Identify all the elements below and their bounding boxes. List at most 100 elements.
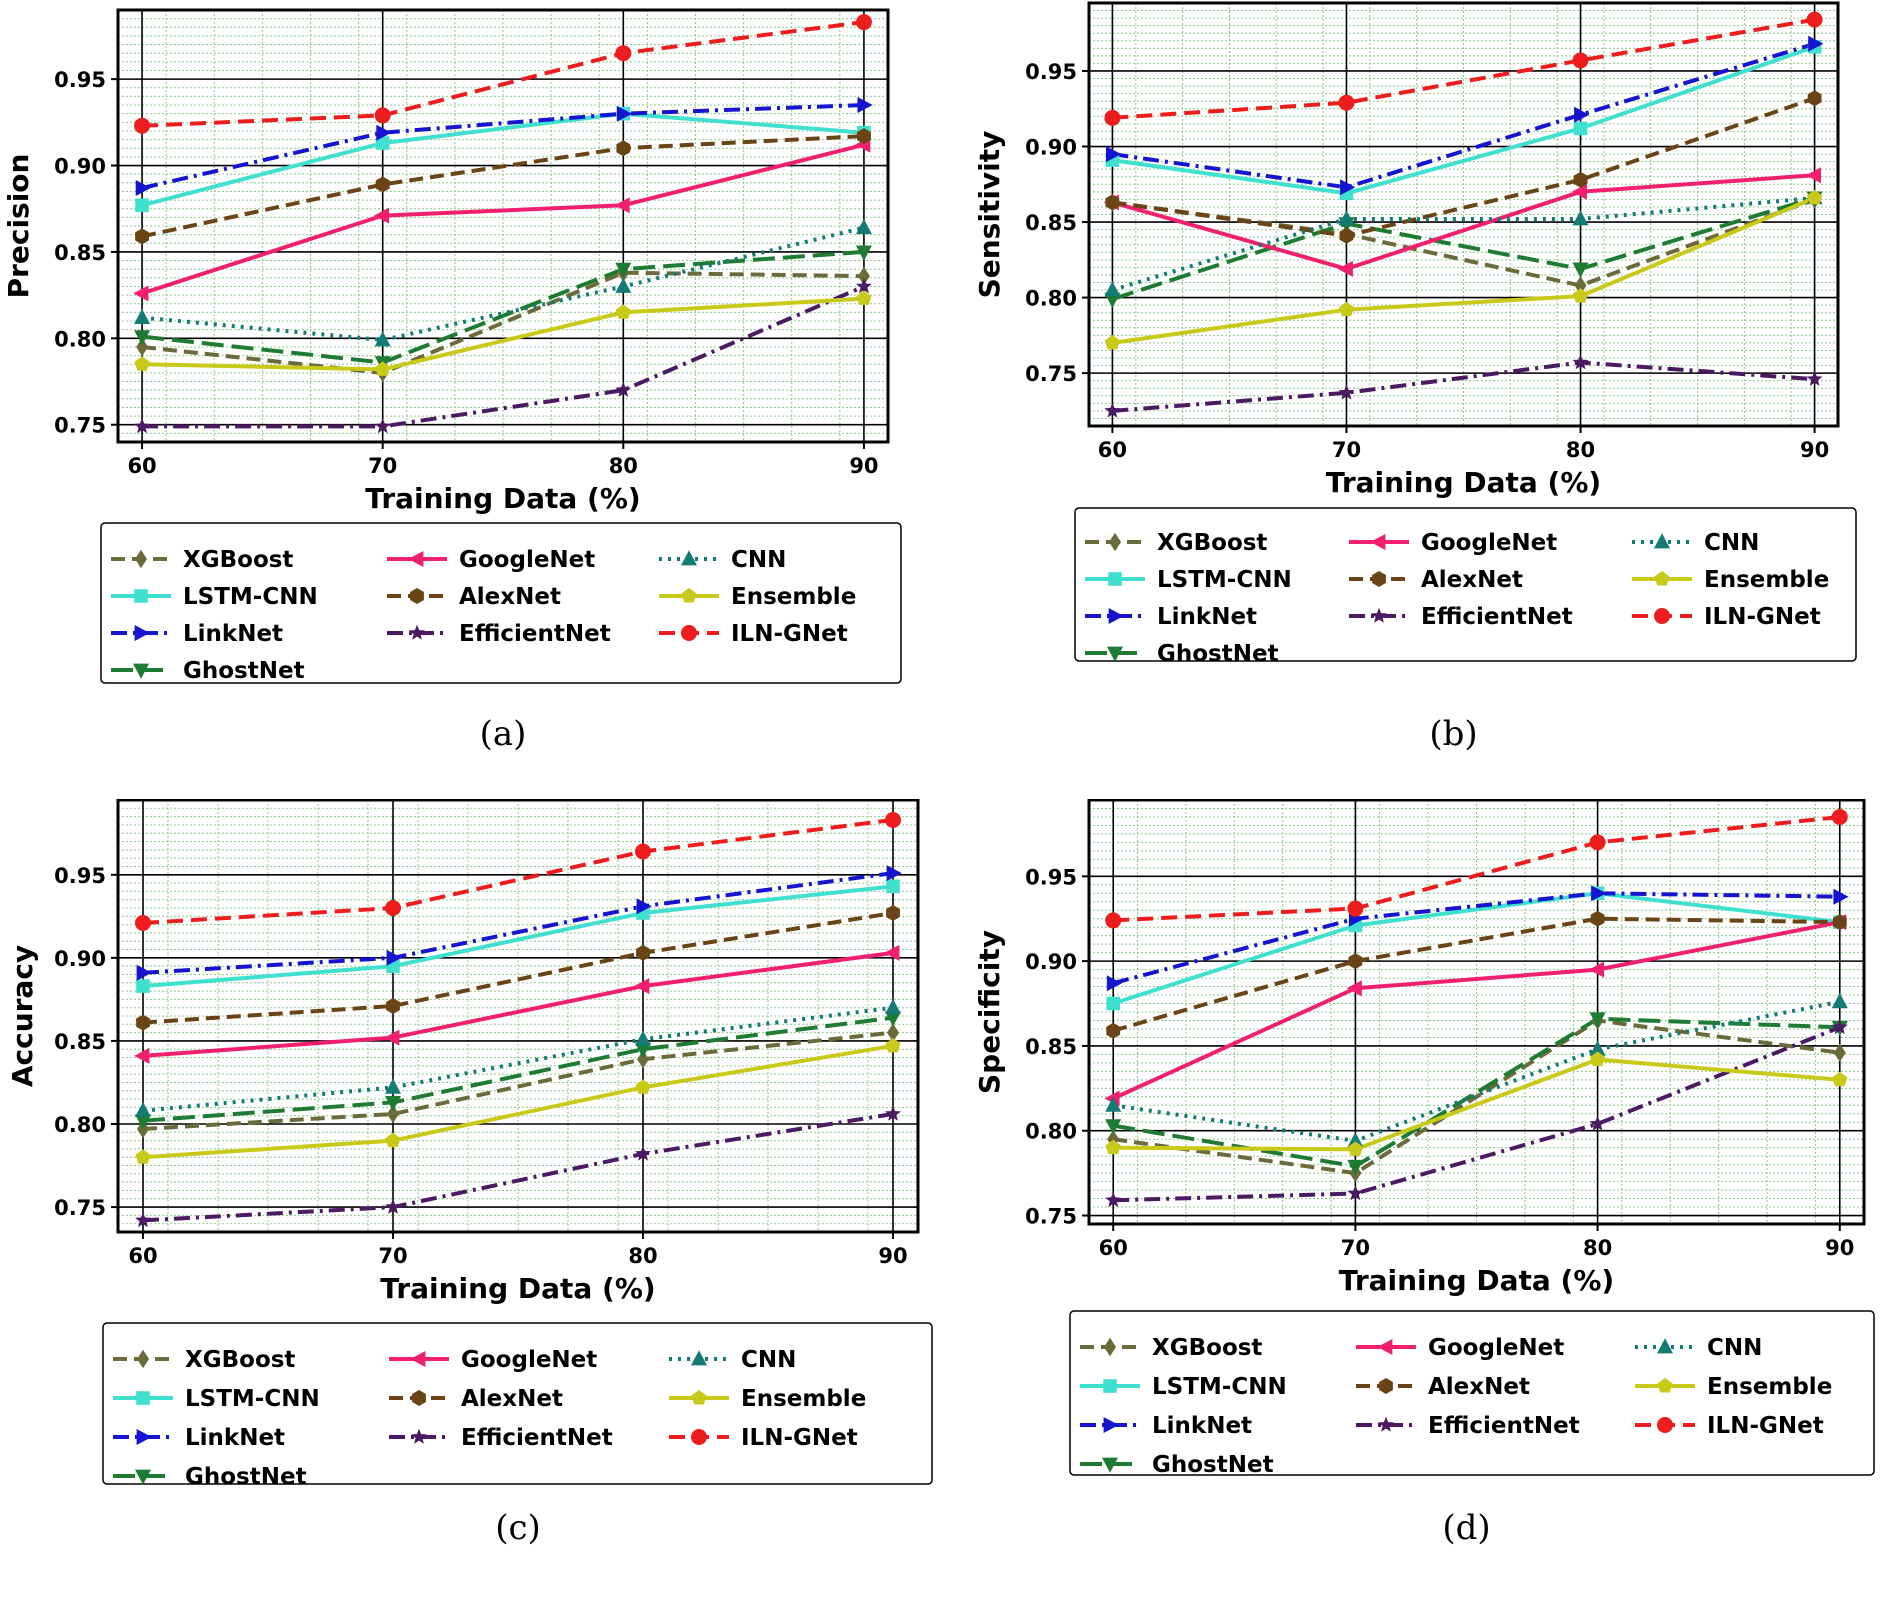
series-line-ensemble [1112, 196, 1816, 345]
data-point-efficientnet [635, 1145, 651, 1161]
legend-item-linknet: LinkNet [1085, 604, 1257, 630]
legend-label: XGBoost [1152, 1335, 1262, 1361]
data-point-ghostnet [1347, 1159, 1364, 1176]
legend-box [100, 522, 902, 684]
legend-item-alexnet: AlexNet [389, 1386, 563, 1412]
series-line-ghostnet [142, 1015, 894, 1123]
legend-item-alexnet: AlexNet [1349, 567, 1523, 593]
data-point-iln-gnet [1104, 109, 1121, 126]
data-point-cnn [385, 1078, 401, 1094]
subfigure-caption: (c) [495, 1508, 541, 1548]
plot-frame [116, 799, 920, 1234]
legend-label: ILN-GNet [731, 621, 848, 647]
data-point-alexnet [857, 128, 871, 145]
data-point-cnn [635, 1030, 651, 1046]
data-point-googlenet [614, 197, 630, 214]
plot-frame [1087, 799, 1866, 1226]
data-point-linknet [386, 949, 402, 966]
series-line-linknet [1112, 41, 1816, 190]
x-tick-label: 90 [1800, 438, 1829, 462]
data-point-alexnet [1106, 1022, 1121, 1039]
legend-marker-efficientnet [1371, 607, 1387, 623]
data-point-efficientnet [1806, 370, 1823, 386]
legend-label: LinkNet [1152, 1413, 1252, 1439]
data-point-ghostnet [635, 1042, 651, 1058]
series-line-ghostnet [1111, 195, 1816, 302]
y-tick-label: 0.85 [54, 1030, 106, 1054]
legend-item-lstm-cnn: LSTM-CNN [111, 584, 318, 610]
data-point-alexnet [1573, 171, 1588, 188]
legend-item-cnn: CNN [1635, 1335, 1762, 1361]
legend-marker-cnn [1657, 1338, 1673, 1354]
y-tick-label: 0.90 [1025, 950, 1077, 974]
series-line-googlenet [1111, 173, 1815, 271]
data-point-cnn [615, 277, 632, 293]
legend-marker-lstm-cnn [134, 589, 148, 603]
legend-marker-googlenet [410, 1351, 426, 1367]
y-axis-label: Accuracy [6, 945, 39, 1087]
data-point-ghostnet [1589, 1012, 1606, 1028]
data-point-alexnet [1590, 910, 1605, 927]
data-point-alexnet [636, 944, 650, 961]
legend-marker-alexnet [1372, 571, 1386, 587]
x-tick-label: 90 [878, 1244, 907, 1268]
data-point-efficientnet [615, 381, 632, 397]
data-point-iln-gnet [134, 117, 151, 134]
data-point-cnn [134, 308, 151, 324]
data-point-cnn [1104, 281, 1121, 297]
legend-marker-xgboost [1109, 532, 1121, 552]
y-axis-label: Specificity [973, 930, 1006, 1094]
x-tick-label: 60 [127, 454, 156, 478]
chart-svg-precision: 60 70 80 90 0.75 0.80 0.85 0.90 0.95 Training Dat… [2, 8, 902, 754]
legend-item-lstm-cnn: LSTM-CNN [113, 1386, 320, 1412]
data-point-ensemble [1572, 288, 1589, 303]
data-point-ensemble [635, 1079, 651, 1094]
x-tick-label: 80 [1583, 1236, 1612, 1260]
legend-marker-iln-gnet [1654, 608, 1670, 624]
data-point-googlenet [1805, 167, 1821, 184]
y-tick-label: 0.95 [1025, 865, 1077, 889]
data-point-efficientnet [1338, 384, 1355, 400]
data-point-efficientnet [135, 1212, 151, 1228]
data-point-googlenet [1346, 980, 1362, 997]
data-point-efficientnet [1589, 1115, 1606, 1131]
data-point-alexnet [886, 905, 900, 921]
y-tick-label: 0.95 [54, 864, 106, 888]
series-line-lstm-cnn [1112, 891, 1841, 1006]
legend-item-cnn: CNN [1632, 530, 1759, 556]
data-point-efficientnet [385, 1198, 401, 1214]
data-point-ensemble [856, 290, 872, 305]
data-point-iln-gnet [1831, 808, 1848, 825]
legend-marker-ensemble [681, 588, 697, 603]
data-point-ensemble [1832, 1071, 1848, 1087]
legend-label: AlexNet [1428, 1374, 1530, 1400]
legend-item-lstm-cnn: LSTM-CNN [1085, 567, 1292, 593]
data-point-cnn [1831, 993, 1848, 1009]
legend-label: CNN [731, 547, 786, 573]
legend-marker-googlenet [408, 551, 424, 567]
series-line-alexnet [1112, 916, 1840, 1033]
subfigure-caption: (d) [1442, 1508, 1490, 1548]
legend-label: LinkNet [185, 1425, 285, 1451]
legend-marker-efficientnet [1378, 1416, 1394, 1432]
legend-item-linknet: LinkNet [113, 1425, 285, 1451]
y-tick-label: 0.80 [1025, 287, 1077, 311]
series-line-linknet [142, 871, 894, 975]
legend-marker-xgboost [137, 1349, 149, 1369]
data-point-alexnet [1348, 953, 1363, 970]
data-point-linknet [135, 180, 151, 196]
series-line-iln-gnet [142, 817, 894, 925]
data-point-lstm-cnn [135, 198, 149, 213]
data-point-iln-gnet [135, 914, 151, 931]
legend-marker-xgboost [135, 549, 147, 569]
legend-item-xgboost: XGBoost [1080, 1335, 1262, 1361]
data-point-alexnet [375, 176, 390, 193]
data-point-lstm-cnn [1106, 996, 1121, 1011]
legend-item-ghostnet: GhostNet [113, 1464, 307, 1490]
data-point-alexnet [1105, 194, 1120, 211]
data-point-googlenet [1588, 961, 1604, 978]
legend-marker-xgboost [1104, 1337, 1116, 1357]
data-point-linknet [857, 97, 873, 113]
y-tick-label: 0.95 [54, 68, 106, 92]
x-axis-label: Training Data (%) [1339, 1264, 1614, 1297]
